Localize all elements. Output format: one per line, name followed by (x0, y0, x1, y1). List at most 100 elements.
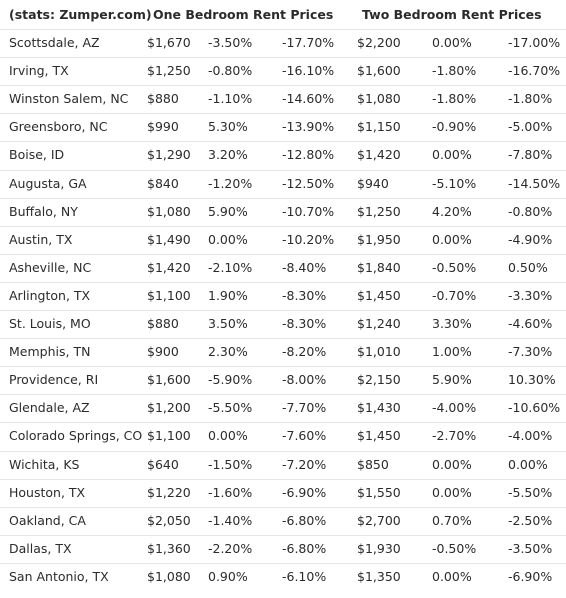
value-cell: 1.00% (432, 344, 472, 360)
city-cell: Irving, TX (9, 63, 69, 79)
value-cell: $1,420 (357, 147, 401, 163)
row-separator (0, 141, 566, 142)
value-cell: 0.00% (508, 456, 548, 472)
city-cell: Dallas, TX (9, 540, 72, 556)
value-cell: $1,930 (357, 540, 401, 556)
value-cell: -2.10% (208, 259, 253, 275)
value-cell: $1,490 (147, 231, 191, 247)
value-cell: 0.70% (432, 512, 472, 528)
value-cell: $850 (357, 456, 389, 472)
value-cell: -5.50% (508, 484, 553, 500)
value-cell: -2.20% (208, 540, 253, 556)
value-cell: -1.40% (208, 512, 253, 528)
value-cell: -2.70% (432, 428, 477, 444)
value-cell: -16.70% (508, 63, 561, 79)
value-cell: 10.30% (508, 372, 556, 388)
row-separator (0, 310, 566, 311)
value-cell: -14.60% (282, 91, 335, 107)
value-cell: 0.00% (432, 456, 472, 472)
value-cell: $1,840 (357, 259, 401, 275)
row-separator (0, 535, 566, 536)
value-cell: 0.90% (208, 568, 248, 584)
value-cell: -7.20% (282, 456, 327, 472)
value-cell: -10.60% (508, 400, 561, 416)
value-cell: -8.20% (282, 344, 327, 360)
value-cell: $1,430 (357, 400, 401, 416)
value-cell: 3.20% (208, 147, 248, 163)
value-cell: $1,200 (147, 400, 191, 416)
city-cell: Augusta, GA (9, 175, 87, 191)
value-cell: $640 (147, 456, 179, 472)
row-separator (0, 198, 566, 199)
value-cell: $1,100 (147, 287, 191, 303)
value-cell: $1,360 (147, 540, 191, 556)
value-cell: $1,220 (147, 484, 191, 500)
value-cell: 5.90% (432, 372, 472, 388)
city-cell: Greensboro, NC (9, 119, 108, 135)
value-cell: -6.90% (282, 484, 327, 500)
value-cell: 5.30% (208, 119, 248, 135)
value-cell: $2,200 (357, 35, 401, 50)
value-cell: -1.50% (208, 456, 253, 472)
value-cell: -1.60% (208, 484, 253, 500)
value-cell: -8.30% (282, 316, 327, 331)
value-cell: -16.10% (282, 63, 335, 79)
city-cell: San Antonio, TX (9, 568, 109, 584)
value-cell: $1,670 (147, 35, 191, 50)
value-cell: $1,600 (147, 372, 191, 388)
value-cell: $940 (357, 175, 389, 191)
value-cell: $1,600 (357, 63, 401, 79)
value-cell: 4.20% (432, 203, 472, 219)
value-cell: -1.80% (432, 63, 477, 79)
row-separator (0, 422, 566, 423)
value-cell: 0.00% (432, 231, 472, 247)
value-cell: -10.20% (282, 231, 335, 247)
value-cell: $2,150 (357, 372, 401, 388)
value-cell: -4.60% (508, 316, 553, 331)
row-separator (0, 451, 566, 452)
value-cell: 2.30% (208, 344, 248, 360)
value-cell: -2.50% (508, 512, 553, 528)
row-separator (0, 563, 566, 564)
value-cell: $1,450 (357, 428, 401, 444)
value-cell: -1.80% (432, 91, 477, 107)
value-cell: $880 (147, 316, 179, 331)
value-cell: $880 (147, 91, 179, 107)
value-cell: -5.10% (432, 175, 477, 191)
value-cell: $840 (147, 175, 179, 191)
value-cell: $1,080 (147, 568, 191, 584)
city-cell: Arlington, TX (9, 287, 91, 303)
value-cell: -1.10% (208, 91, 253, 107)
value-cell: -10.70% (282, 203, 335, 219)
row-separator (0, 282, 566, 283)
city-cell: Providence, RI (9, 372, 99, 388)
value-cell: $1,100 (147, 428, 191, 444)
value-cell: -6.90% (508, 568, 553, 584)
value-cell: $1,350 (357, 568, 401, 584)
value-cell: -7.70% (282, 400, 327, 416)
value-cell: $1,450 (357, 287, 401, 303)
value-cell: -14.50% (508, 175, 561, 191)
row-separator (0, 57, 566, 58)
header-cell: (stats: Zumper.com) (9, 7, 152, 22)
value-cell: -13.90% (282, 119, 335, 135)
row-separator (0, 479, 566, 480)
row-separator (0, 254, 566, 255)
value-cell: 0.00% (208, 231, 248, 247)
value-cell: -3.50% (508, 540, 553, 556)
value-cell: 1.90% (208, 287, 248, 303)
city-cell: Memphis, TN (9, 344, 91, 360)
city-cell: Buffalo, NY (9, 203, 78, 219)
value-cell: 0.00% (432, 484, 472, 500)
value-cell: -8.00% (282, 372, 327, 388)
value-cell: $1,080 (357, 91, 401, 107)
value-cell: $2,050 (147, 512, 191, 528)
value-cell: 0.00% (432, 568, 472, 584)
value-cell: $990 (147, 119, 179, 135)
value-cell: 0.50% (508, 259, 548, 275)
city-cell: Asheville, NC (9, 259, 92, 275)
value-cell: $1,420 (147, 259, 191, 275)
row-separator (0, 366, 566, 367)
value-cell: $900 (147, 344, 179, 360)
value-cell: -17.70% (282, 35, 335, 50)
